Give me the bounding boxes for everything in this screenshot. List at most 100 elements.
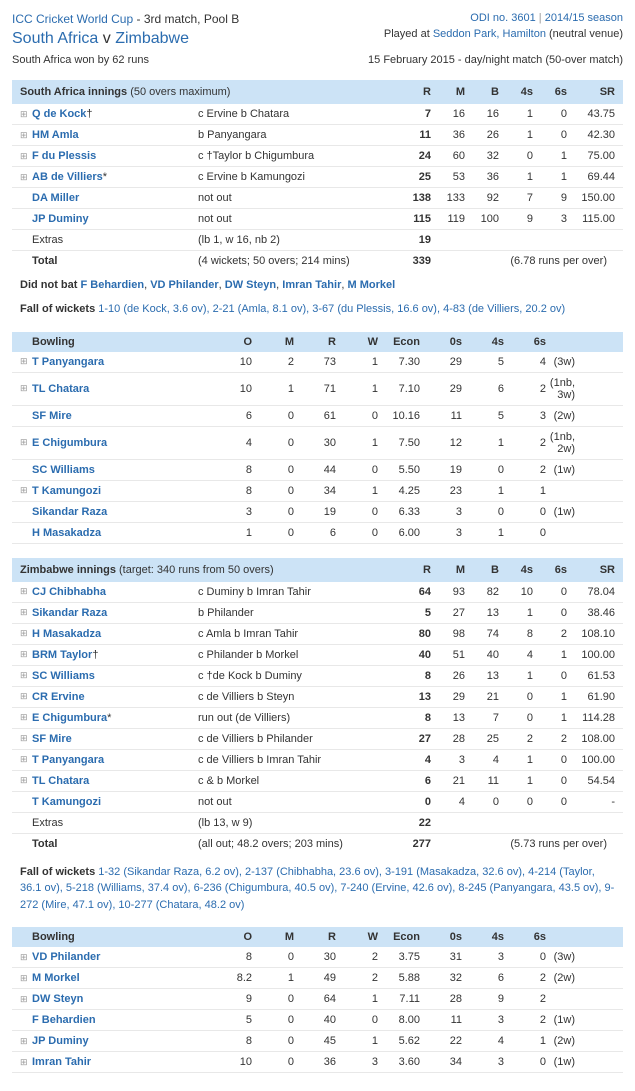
batsman-link[interactable]: SC Williams xyxy=(32,670,95,682)
dnb-player[interactable]: F Behardien xyxy=(81,279,145,291)
bowler-link[interactable]: F Behardien xyxy=(32,1014,96,1026)
expand-icon[interactable]: ⊞ xyxy=(20,172,32,183)
dismissal: not out xyxy=(198,796,397,808)
batsman-link[interactable]: E Chigumbura xyxy=(32,712,107,724)
dnb-player[interactable]: M Morkel xyxy=(347,279,395,291)
expand-icon[interactable]: ⊞ xyxy=(20,1057,32,1068)
batting-row: DA Miller not out 1381339279150.00 xyxy=(12,188,623,209)
bowler-link[interactable]: SC Williams xyxy=(32,464,95,476)
expand-icon[interactable]: ⊞ xyxy=(20,437,32,448)
expand-icon[interactable]: ⊞ xyxy=(20,994,32,1005)
batsman-link[interactable]: JP Duminy xyxy=(32,213,89,225)
batsman-link[interactable]: F du Plessis xyxy=(32,150,96,162)
batsman-link[interactable]: Sikandar Raza xyxy=(32,607,107,619)
bowler-link[interactable]: T Panyangara xyxy=(32,356,104,368)
venue-line: Played at Seddon Park, Hamilton (neutral… xyxy=(384,28,623,40)
dismissal: c Philander b Morkel xyxy=(198,649,397,661)
expand-icon[interactable]: ⊞ xyxy=(20,356,32,367)
expand-icon[interactable]: ⊞ xyxy=(20,586,32,597)
bowler-link[interactable]: Imran Tahir xyxy=(32,1056,91,1068)
bowler-link[interactable]: E Chigumbura xyxy=(32,437,107,449)
batsman-link[interactable]: HM Amla xyxy=(32,129,79,141)
batsman-link[interactable]: TL Chatara xyxy=(32,775,89,787)
dismissal: c Ervine b Chatara xyxy=(198,108,397,120)
bowler-link[interactable]: Sikandar Raza xyxy=(32,506,107,518)
dismissal: c de Villiers b Imran Tahir xyxy=(198,754,397,766)
dismissal: c & b Morkel xyxy=(198,775,397,787)
expand-icon[interactable]: ⊞ xyxy=(20,607,32,618)
bowling-row: ⊞ VD Philander 803023.753130 (3w) xyxy=(12,947,623,968)
expand-icon[interactable]: ⊞ xyxy=(20,383,32,394)
bowler-link[interactable]: DW Steyn xyxy=(32,993,83,1005)
expand-icon[interactable]: ⊞ xyxy=(20,775,32,786)
expand-icon[interactable]: ⊞ xyxy=(20,109,32,120)
expand-icon[interactable]: ⊞ xyxy=(20,151,32,162)
bowling-header: Bowling OMRWEcon0s4s6s xyxy=(12,332,623,352)
bowler-link[interactable]: VD Philander xyxy=(32,951,100,963)
team2-link[interactable]: Zimbabwe xyxy=(115,30,189,47)
season-link[interactable]: 2014/15 season xyxy=(545,12,623,24)
bowling-row: ⊞ T Kamungozi 803414.252311 xyxy=(12,481,623,502)
batting-row: ⊞ Sikandar Raza b Philander 527131038.46 xyxy=(12,603,623,624)
dismissal: b Philander xyxy=(198,607,397,619)
expand-icon[interactable]: ⊞ xyxy=(20,952,32,963)
bowling-row: ⊞ Imran Tahir 1003633.603430 (1w) xyxy=(12,1052,623,1073)
batsman-link[interactable]: CR Ervine xyxy=(32,691,85,703)
match-title: South Africa v Zimbabwe xyxy=(12,30,189,48)
bowler-link[interactable]: SF Mire xyxy=(32,410,72,422)
dismissal: run out (de Villiers) xyxy=(198,712,397,724)
date-line: 15 February 2015 - day/night match (50-o… xyxy=(368,54,623,66)
extras-row: Extras (lb 13, w 9) 22 xyxy=(12,813,623,834)
expand-icon[interactable]: ⊞ xyxy=(20,1036,32,1047)
expand-icon[interactable]: ⊞ xyxy=(20,691,32,702)
bowling-row: ⊞ M Morkel 8.214925.883262 (2w) xyxy=(12,968,623,989)
bowler-link[interactable]: JP Duminy xyxy=(32,1035,89,1047)
bowling-row: H Masakadza 10606.00310 xyxy=(12,523,623,544)
expand-icon[interactable]: ⊞ xyxy=(20,733,32,744)
dnb-player[interactable]: VD Philander xyxy=(150,279,218,291)
venue-link[interactable]: Seddon Park, Hamilton xyxy=(433,28,546,40)
batsman-link[interactable]: T Panyangara xyxy=(32,754,104,766)
odi-no-link[interactable]: ODI no. 3601 xyxy=(470,12,535,24)
expand-icon[interactable]: ⊞ xyxy=(20,670,32,681)
bowler-link[interactable]: H Masakadza xyxy=(32,527,101,539)
bowling-row: ⊞ T Panyangara 1027317.302954 (3w) xyxy=(12,352,623,373)
dismissal: c de Villiers b Steyn xyxy=(198,691,397,703)
dismissal: b Panyangara xyxy=(198,129,397,141)
expand-icon[interactable]: ⊞ xyxy=(20,649,32,660)
expand-icon[interactable]: ⊞ xyxy=(20,712,32,723)
expand-icon[interactable]: ⊞ xyxy=(20,754,32,765)
bowling-row: ⊞ TL Chatara 1017117.102962 (1nb, 3w) xyxy=(12,373,623,406)
batsman-link[interactable]: T Kamungozi xyxy=(32,796,101,808)
batsman-link[interactable]: AB de Villiers xyxy=(32,171,103,183)
bowling-row: ⊞ E Chigumbura 403017.501212 (1nb, 2w) xyxy=(12,427,623,460)
competition-link[interactable]: ICC Cricket World Cup xyxy=(12,12,133,26)
team1-link[interactable]: South Africa xyxy=(12,30,98,47)
dismissal: c Amla b Imran Tahir xyxy=(198,628,397,640)
batting-row: ⊞ BRM Taylor† c Philander b Morkel 40514… xyxy=(12,645,623,666)
bowling-header: Bowling OMRWEcon0s4s6s xyxy=(12,927,623,947)
batting-row: JP Duminy not out 11511910093115.00 xyxy=(12,209,623,230)
extras-row: Extras (lb 1, w 16, nb 2) 19 xyxy=(12,230,623,251)
expand-icon[interactable]: ⊞ xyxy=(20,485,32,496)
batsman-link[interactable]: DA Miller xyxy=(32,192,79,204)
dnb-player[interactable]: DW Steyn xyxy=(225,279,276,291)
expand-icon[interactable]: ⊞ xyxy=(20,130,32,141)
batting-row: ⊞ F du Plessis c †Taylor b Chigumbura 24… xyxy=(12,146,623,167)
total-row: Total (all out; 48.2 overs; 203 mins) 27… xyxy=(12,834,623,854)
bowler-link[interactable]: TL Chatara xyxy=(32,383,89,395)
sep: - xyxy=(136,12,143,26)
expand-icon[interactable]: ⊞ xyxy=(20,628,32,639)
batsman-link[interactable]: BRM Taylor xyxy=(32,649,92,661)
batsman-link[interactable]: CJ Chibhabha xyxy=(32,586,106,598)
bowler-link[interactable]: T Kamungozi xyxy=(32,485,101,497)
batsman-link[interactable]: H Masakadza xyxy=(32,628,101,640)
expand-icon[interactable]: ⊞ xyxy=(20,973,32,984)
batsman-link[interactable]: Q de Kock xyxy=(32,108,86,120)
batting-row: ⊞ SF Mire c de Villiers b Philander 2728… xyxy=(12,729,623,750)
batting-row: ⊞ TL Chatara c & b Morkel 621111054.54 xyxy=(12,771,623,792)
batting-row: ⊞ AB de Villiers* c Ervine b Kamungozi 2… xyxy=(12,167,623,188)
bowler-link[interactable]: M Morkel xyxy=(32,972,80,984)
dnb-player[interactable]: Imran Tahir xyxy=(282,279,341,291)
batsman-link[interactable]: SF Mire xyxy=(32,733,72,745)
